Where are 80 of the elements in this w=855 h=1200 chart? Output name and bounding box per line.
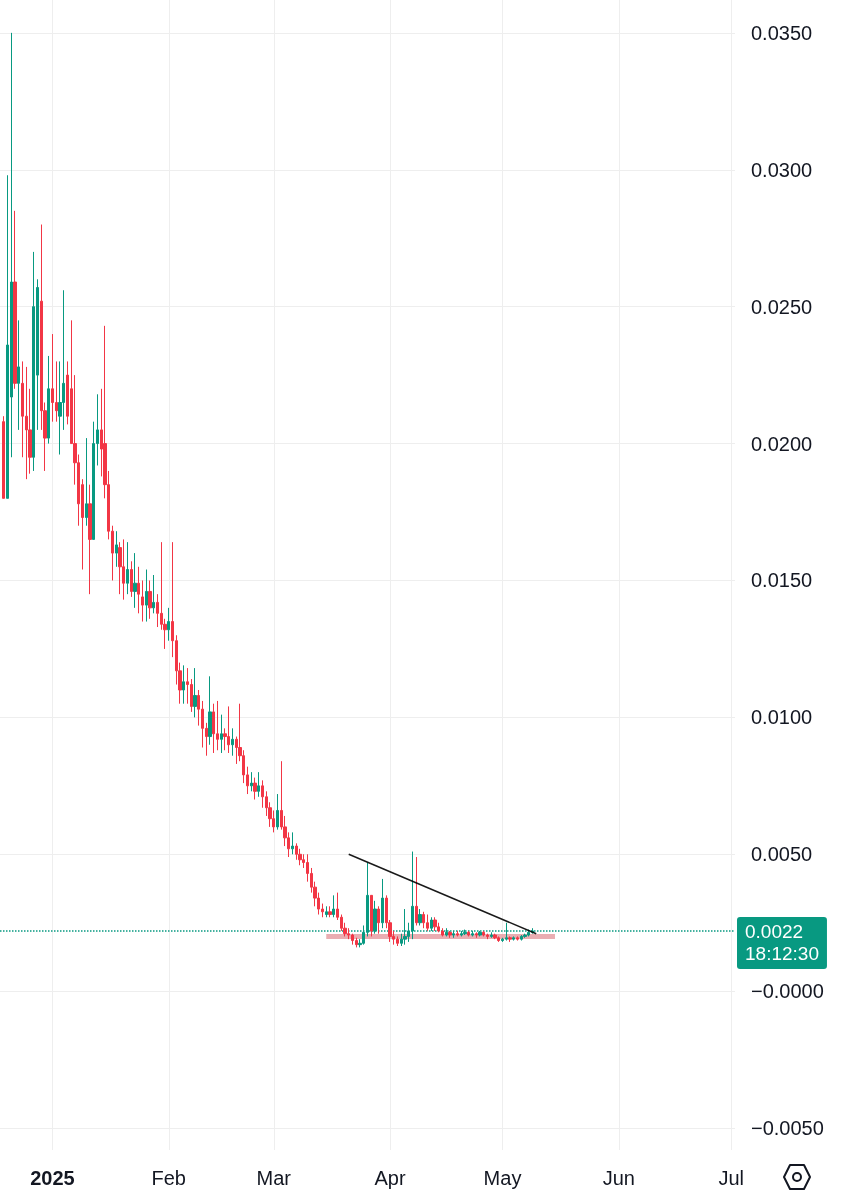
- x-tick-label: Jul: [718, 1167, 745, 1189]
- y-tick-label: 0.0150: [751, 569, 813, 592]
- y-tick-label: 0.0300: [751, 158, 813, 181]
- y-tick-label: 0.0350: [751, 21, 813, 44]
- candlestick: [508, 935, 512, 943]
- candlestick: [422, 911, 425, 929]
- candlestick: [216, 700, 219, 751]
- candlestick: [415, 856, 418, 926]
- candlestick: [373, 900, 377, 935]
- candlestick: [88, 484, 92, 595]
- candlestick: [208, 675, 212, 746]
- candlestick: [212, 703, 215, 754]
- y-tick-label: 0.0200: [751, 432, 813, 455]
- candlestick: [51, 333, 54, 423]
- candlestick: [486, 933, 489, 940]
- candlestick: [47, 355, 50, 445]
- candlestick: [370, 894, 373, 937]
- x-tick-label: May: [483, 1167, 522, 1189]
- candlestick: [456, 930, 459, 937]
- candlestick: [396, 935, 399, 947]
- candlestick: [152, 574, 155, 614]
- candlestick: [148, 579, 152, 620]
- candlestick: [448, 930, 452, 939]
- candlestick: [475, 931, 478, 939]
- candlestick: [328, 905, 332, 918]
- candlestick: [2, 415, 5, 499]
- candlestick: [512, 935, 515, 942]
- y-tick-label: 0.0250: [751, 295, 813, 318]
- candlestick: [295, 842, 298, 861]
- candlestick: [332, 894, 335, 918]
- candlestick: [122, 538, 125, 601]
- y-tick-label: 0.0100: [751, 706, 813, 729]
- candlestick: [137, 566, 140, 614]
- text: 18:12:30: [745, 943, 819, 965]
- candlestick: [523, 933, 527, 939]
- candlestick: [32, 251, 35, 472]
- candlestick: [418, 908, 422, 926]
- candlestick: [490, 931, 493, 939]
- candlestick: [433, 916, 437, 932]
- candlestick: [253, 777, 257, 801]
- candlestick: [250, 771, 253, 792]
- x-tick-label: Feb: [151, 1167, 186, 1189]
- candlestick: [325, 905, 328, 918]
- ref-line-label: 0.0022: [745, 921, 804, 943]
- candlestick: [276, 793, 279, 831]
- candlestick: [115, 530, 118, 568]
- x-tick-label: Apr: [374, 1167, 406, 1189]
- x-tick-label: 2025: [30, 1167, 75, 1189]
- candlestick: [355, 937, 358, 948]
- candlestick: [17, 319, 20, 431]
- candlestick: [130, 560, 133, 598]
- candlestick: [133, 552, 137, 609]
- candlestick: [220, 714, 223, 754]
- x-tick-label: Jun: [602, 1167, 635, 1189]
- candlestick: [426, 914, 429, 932]
- y-tick-label: 0.0050: [751, 843, 813, 866]
- candlestick: [167, 607, 170, 642]
- candlestick: [381, 878, 384, 929]
- candlestick: [516, 935, 519, 942]
- candlestick: [193, 667, 197, 718]
- candlestick: [231, 727, 234, 757]
- candlestick: [257, 771, 260, 798]
- candlestick: [482, 930, 485, 937]
- candlestick: [13, 210, 17, 390]
- y-tick-label: −0.0000: [751, 980, 824, 1003]
- y-tick-label: −0.0050: [751, 1117, 824, 1140]
- candlestick: [497, 935, 500, 943]
- candlestick: [467, 930, 470, 937]
- candlestick: [182, 664, 185, 705]
- x-tick-label: Mar: [256, 1167, 292, 1189]
- candlestick: [227, 705, 230, 754]
- candlestick: [126, 541, 129, 595]
- candlestick: [145, 569, 148, 623]
- candlestick: [377, 905, 380, 935]
- candlestick: [441, 927, 444, 937]
- candlestick: [85, 437, 88, 527]
- candlestick: [493, 933, 497, 940]
- candlestick: [520, 934, 523, 942]
- candlestick: [141, 579, 144, 623]
- candlestick: [291, 831, 294, 855]
